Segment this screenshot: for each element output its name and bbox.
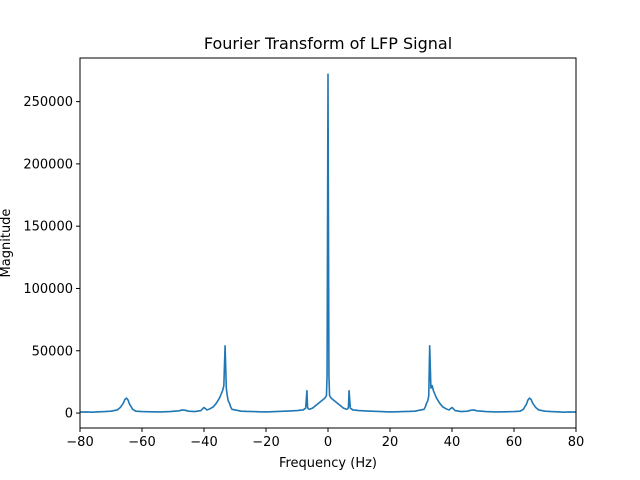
x-tick-label: −40: [190, 435, 217, 450]
y-tick-label: 50000: [32, 344, 73, 359]
x-axis-label: Frequency (Hz): [279, 456, 377, 471]
x-tick-label: 20: [382, 435, 399, 450]
y-tick-label: 100000: [23, 282, 73, 297]
y-tick-label: 250000: [23, 95, 73, 110]
y-tick-label: 150000: [23, 220, 73, 235]
x-tick-label: −60: [128, 435, 155, 450]
y-tick-label: 0: [65, 407, 73, 422]
x-tick-label: 0: [324, 435, 332, 450]
x-tick-label: 60: [506, 435, 523, 450]
x-tick-label: 40: [444, 435, 461, 450]
x-tick-label: −20: [252, 435, 279, 450]
x-tick-label: 80: [568, 435, 585, 450]
x-tick-label: −80: [66, 435, 93, 450]
series-line: [79, 73, 577, 413]
plot-frame: [79, 57, 577, 429]
y-axis-label: Magnitude: [0, 209, 14, 278]
chart-title: Fourier Transform of LFP Signal: [204, 34, 452, 53]
y-tick-label: 200000: [23, 157, 73, 172]
